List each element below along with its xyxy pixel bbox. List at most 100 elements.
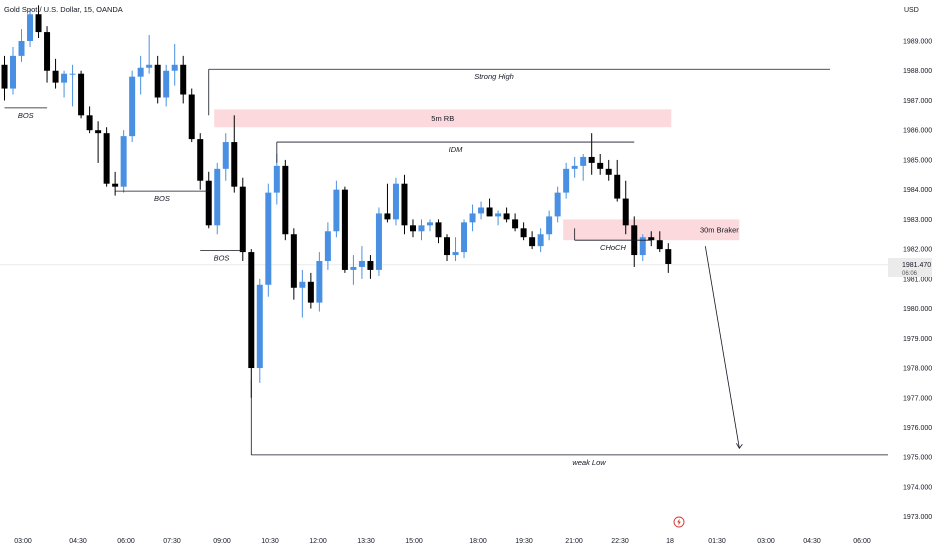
candle-body (503, 213, 510, 220)
candle-body (163, 70, 170, 98)
candle-body (435, 222, 442, 238)
y-tick-label: 1988.000 (903, 68, 932, 75)
zone-box[interactable] (563, 219, 740, 241)
candle-body (341, 189, 348, 270)
last-price-tag: 1981.470 06:06 (888, 258, 932, 277)
candle-body (427, 222, 433, 226)
candle-body (520, 228, 527, 238)
x-tick-label: 01:30 (708, 538, 726, 545)
y-tick-label: 1979.000 (903, 336, 932, 343)
candle-body (44, 32, 51, 71)
candle-body (103, 133, 110, 184)
zone-layer: 5m RB 30m Braker (214, 109, 740, 241)
candle-body (248, 252, 255, 369)
currency-label: USD (904, 7, 919, 14)
candle-body (1, 64, 8, 89)
candle-body (597, 162, 604, 169)
zone-box[interactable] (214, 109, 672, 128)
candle-body (307, 281, 314, 303)
y-tick-label: 1983.000 (903, 217, 932, 224)
candle-body (222, 142, 229, 169)
x-tick-label: 03:00 (14, 538, 32, 545)
candle-body (350, 266, 357, 270)
candle-body (95, 130, 102, 134)
projection-arrow-line[interactable] (704, 246, 740, 449)
candle-body (478, 207, 485, 214)
alert-marker[interactable] (673, 516, 685, 528)
candle-body (614, 174, 621, 199)
last-price-tag-bg (888, 258, 932, 277)
candle-body (154, 64, 161, 98)
candle-body (27, 14, 34, 41)
candle-body (358, 261, 365, 267)
candle-body (120, 136, 127, 187)
y-tick-label: 1982.000 (903, 247, 932, 254)
candle-body (146, 64, 153, 68)
x-tick-label: 19:30 (515, 538, 533, 545)
lightning-bolt-icon (677, 518, 681, 526)
candle-body (282, 165, 289, 235)
candle-body (546, 216, 553, 235)
x-tick-label: 10:30 (261, 538, 279, 545)
candle-body (537, 234, 544, 247)
annotation-label: CHoCH (600, 243, 626, 252)
candle-body (409, 225, 416, 232)
candle-body (299, 281, 306, 288)
annotation-label: Strong High (474, 72, 514, 81)
candle-body (112, 183, 119, 187)
candle-body (656, 240, 663, 250)
candle-body (580, 156, 587, 166)
candle-body (486, 207, 493, 217)
candle-body (137, 67, 144, 77)
chart-title: Gold Spot / U.S. Dollar, 15, OANDA (4, 5, 123, 14)
candle-body (188, 94, 195, 140)
x-tick-label: 03:00 (757, 538, 775, 545)
candle-body (324, 231, 331, 262)
candle-body (512, 219, 519, 229)
y-tick-label: 1973.000 (903, 514, 932, 521)
candle-body (495, 213, 502, 217)
x-tick-label: 09:00 (213, 538, 231, 545)
candle-body (452, 252, 459, 256)
candle-body (384, 213, 391, 220)
y-tick-label: 1989.000 (903, 39, 932, 46)
candle-layer (1, 5, 672, 398)
annotation-label: BOS (154, 194, 170, 203)
x-tick-label: 18 (666, 538, 674, 545)
candle-body (231, 142, 238, 187)
x-tick-label: 15:00 (405, 538, 423, 545)
candle-body (180, 64, 187, 95)
zone-label: 5m RB (431, 114, 454, 123)
annotation-label: weak Low (572, 458, 606, 467)
candle-body (10, 55, 17, 89)
x-axis-tick-labels: 03:00 04:30 06:00 07:30 09:00 10:30 12:00 13:30… (14, 538, 871, 545)
candle-body (18, 41, 25, 56)
candle-body (129, 76, 136, 137)
annotation-label: BOS (18, 111, 34, 120)
candle-body (205, 180, 212, 226)
candle-body (290, 234, 297, 288)
y-tick-label: 1981.000 (903, 276, 932, 283)
annotation-label: BOS (214, 254, 230, 263)
candle-body (665, 249, 672, 264)
y-tick-label: 1976.000 (903, 425, 932, 432)
candle-body (622, 198, 629, 226)
x-tick-label: 13:30 (357, 538, 375, 545)
y-axis-tick-labels: 1973.000 1974.000 1975.000 1976.000 1977.000… (903, 39, 932, 522)
y-tick-label: 1977.000 (903, 395, 932, 402)
zone-label: 30m Braker (700, 225, 739, 234)
candle-body (588, 156, 595, 163)
y-tick-label: 1978.000 (903, 366, 932, 373)
candle-body (605, 168, 612, 175)
candle-body (273, 165, 280, 193)
candle-body (571, 165, 578, 169)
candle-body (418, 225, 425, 232)
x-tick-label: 21:00 (565, 538, 583, 545)
candle-body (648, 237, 655, 241)
candle-body (529, 237, 536, 247)
x-tick-label: 06:00 (853, 538, 871, 545)
x-tick-label: 07:30 (163, 538, 181, 545)
candle-body (444, 237, 451, 256)
candle-body (256, 284, 263, 369)
